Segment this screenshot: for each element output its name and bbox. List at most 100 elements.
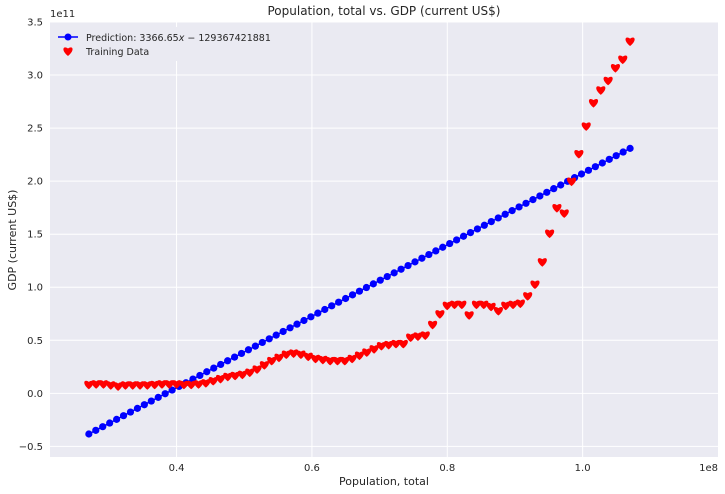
prediction-point: [210, 364, 218, 372]
training-data-point: [193, 380, 204, 389]
prediction-point: [92, 426, 100, 434]
training-data-point: [618, 55, 628, 65]
prediction-point: [230, 353, 239, 361]
training-data-point: [150, 380, 160, 390]
prediction-point: [133, 404, 142, 412]
training-data-point: [449, 300, 460, 310]
training-data-point: [486, 302, 496, 312]
prediction-point: [577, 170, 586, 178]
prediction-point: [557, 181, 565, 189]
prediction-point: [529, 196, 537, 204]
prediction-point: [459, 232, 468, 240]
training-data-point: [318, 355, 328, 365]
training-data-point: [566, 177, 577, 187]
training-data-point: [347, 354, 357, 364]
training-data-point: [186, 380, 196, 390]
prediction-point: [237, 349, 246, 358]
training-data-point: [215, 374, 226, 384]
y-tick-label: −0.5: [19, 442, 43, 453]
training-data-point: [252, 365, 262, 374]
prediction-point: [536, 192, 544, 200]
prediction-point: [196, 371, 204, 380]
prediction-point: [293, 320, 301, 328]
training-data-point: [596, 86, 606, 95]
x-tick-label: 1.0: [575, 463, 591, 474]
prediction-point: [251, 342, 259, 350]
training-data-point: [340, 356, 350, 366]
training-data-point: [120, 381, 130, 390]
prediction-point: [605, 155, 613, 163]
prediction-point: [473, 225, 482, 233]
training-data-point: [289, 349, 299, 358]
prediction-point: [348, 291, 357, 299]
legend: Prediction: 3366.65x − 129367421881 Trai…: [55, 27, 277, 61]
training-data-point: [311, 354, 321, 364]
prediction-point: [369, 280, 377, 288]
prediction-point: [487, 218, 495, 226]
prediction-point: [515, 203, 523, 211]
training-data-point: [610, 64, 621, 73]
y-axis-label: GDP (current US$): [6, 190, 19, 291]
y-tick-label: 1.0: [27, 283, 43, 294]
training-data-point: [84, 380, 94, 390]
prediction-point: [411, 258, 419, 266]
prediction-point: [279, 327, 287, 336]
prediction-point: [383, 272, 391, 281]
x-tick-label: 0.8: [439, 463, 455, 474]
x-axis-ticks: 0.4 0.6 0.8 1.0: [169, 463, 591, 474]
training-data-point: [603, 76, 613, 86]
y-tick-label: 0.0: [27, 389, 43, 400]
training-data-point: [515, 299, 525, 309]
prediction-point: [362, 283, 371, 292]
training-data-point: [391, 339, 401, 349]
training-data-point: [428, 320, 438, 330]
training-data-point: [406, 333, 416, 343]
training-data-point: [237, 370, 248, 380]
prediction-point: [404, 261, 412, 270]
training-data-point: [581, 122, 591, 131]
prediction-point: [550, 185, 558, 193]
prediction-point: [85, 430, 93, 438]
training-data-point: [135, 381, 145, 390]
legend-training-marker: [63, 47, 73, 56]
training-data-point: [128, 381, 138, 390]
training-data-point: [537, 258, 547, 267]
prediction-point: [591, 163, 599, 171]
prediction-point: [106, 419, 114, 427]
training-data-point: [413, 332, 423, 341]
prediction-point: [453, 236, 461, 244]
prediction-point: [113, 415, 121, 423]
prediction-point: [272, 331, 280, 339]
training-data-point: [479, 300, 489, 310]
prediction-point: [619, 148, 627, 156]
training-data-point: [588, 99, 599, 108]
training-data-point: [201, 379, 211, 388]
prediction-point: [508, 207, 516, 215]
y-tick-label: 2.0: [27, 177, 43, 188]
training-data-point: [435, 310, 445, 319]
prediction-point: [522, 199, 530, 207]
legend-prediction-label: Prediction: 3366.65x − 129367421881: [86, 33, 271, 44]
prediction-point: [321, 305, 329, 314]
y-tick-label: 0.5: [27, 336, 43, 347]
training-data-point: [471, 300, 482, 310]
x-tick-label: 0.4: [169, 463, 185, 474]
training-data-point: [259, 361, 269, 370]
prediction-point: [341, 294, 350, 303]
training-data-point: [296, 350, 306, 360]
prediction-point: [265, 335, 273, 343]
prediction-point: [140, 401, 148, 409]
training-data-point: [274, 353, 284, 363]
prediction-point: [355, 287, 364, 295]
prediction-point: [397, 265, 405, 273]
prediction-point: [307, 313, 315, 321]
training-data-point: [98, 380, 109, 389]
training-data-point: [91, 380, 101, 389]
prediction-point: [244, 346, 253, 354]
prediction-point: [446, 239, 454, 248]
prediction-point: [598, 159, 606, 167]
training-data-point: [332, 356, 343, 366]
grid: [50, 21, 718, 457]
training-data-point: [172, 380, 182, 389]
